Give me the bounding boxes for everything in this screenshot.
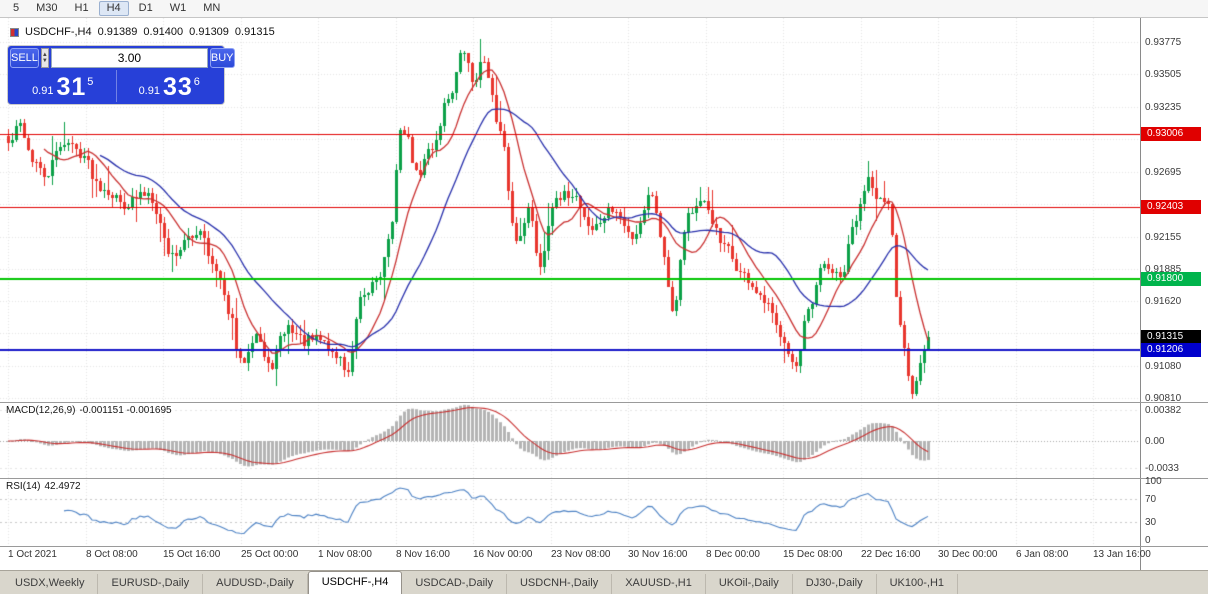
time-axis-label: 30 Nov 16:00 <box>628 549 688 560</box>
timeframe-toolbar: 5 M30 H1 H4 D1 W1 MN <box>0 0 1208 18</box>
ohlc-symbol: USDCHF-,H4 <box>25 26 92 38</box>
chart-tab-usdcad-daily[interactable]: USDCAD-,Daily <box>402 574 507 594</box>
chart-tab-audusd-daily[interactable]: AUDUSD-,Daily <box>203 574 308 594</box>
chart-tab-ukoil-daily[interactable]: UKOil-,Daily <box>706 574 793 594</box>
volume-stepper[interactable]: ▲ ▼ <box>40 48 49 68</box>
ohlc-open: 0.91389 <box>97 26 138 38</box>
sell-price-pip: 5 <box>87 76 94 88</box>
chart-tab-xauusd-h1[interactable]: XAUUSD-,H1 <box>612 574 706 594</box>
sell-button[interactable]: SELL <box>10 48 39 68</box>
rsi-axis-tick: 30 <box>1145 517 1157 529</box>
timeframe-button-d1[interactable]: D1 <box>138 2 153 14</box>
price-chart-canvas[interactable] <box>0 18 1140 546</box>
timeframe-button-h1[interactable]: H1 <box>74 2 89 14</box>
time-axis-label: 6 Jan 08:00 <box>1016 549 1069 560</box>
price-axis-tick: 0.91620 <box>1145 295 1182 307</box>
price-tag: 0.91206 <box>1141 343 1201 358</box>
macd-axis-tick: 0.00382 <box>1145 405 1182 416</box>
time-axis-label: 30 Dec 00:00 <box>938 549 998 560</box>
time-axis-label: 25 Oct 00:00 <box>241 549 299 560</box>
price-axis-tick: 0.90810 <box>1145 393 1182 404</box>
rsi-axis-tick: 0 <box>1145 535 1151 546</box>
time-axis-label: 8 Dec 00:00 <box>706 549 760 560</box>
ohlc-close: 0.91315 <box>234 26 275 38</box>
rsi-value: 42.4972 <box>44 481 81 492</box>
rsi-indicator-label: RSI(14) 42.4972 <box>6 481 85 492</box>
time-axis-label: 1 Oct 2021 <box>8 549 57 560</box>
time-axis-label: 16 Nov 00:00 <box>473 549 533 560</box>
price-axis-tick: 0.93505 <box>1145 69 1182 81</box>
time-axis-label: 15 Dec 08:00 <box>783 549 843 560</box>
sell-price-prefix: 0.91 <box>32 85 54 97</box>
sell-price-big: 31 <box>56 73 87 101</box>
timeframe-button-m30[interactable]: M30 <box>36 2 58 14</box>
chart-tab-dj30-daily[interactable]: DJ30-,Daily <box>793 574 877 594</box>
time-axis-separator <box>0 546 1208 547</box>
macd-axis-tick: -0.0033 <box>1145 462 1179 474</box>
price-axis-border <box>1140 18 1141 570</box>
time-axis-label: 15 Oct 16:00 <box>163 549 221 560</box>
volume-up-icon[interactable]: ▲ <box>41 52 48 58</box>
macd-values: -0.001151 -0.001695 <box>79 405 172 416</box>
ohlc-info-line: USDCHF-,H4 0.91389 0.91400 0.91309 0.913… <box>10 26 275 38</box>
time-axis-label: 8 Oct 08:00 <box>86 549 138 560</box>
price-tag: 0.91800 <box>1141 272 1201 287</box>
macd-axis-tick: 0.00 <box>1145 436 1165 447</box>
time-axis-label: 13 Jan 16:00 <box>1093 549 1151 560</box>
price-tag: 0.93006 <box>1141 127 1201 142</box>
time-axis-label: 23 Nov 08:00 <box>551 549 611 560</box>
price-axis-tick: 0.91080 <box>1145 360 1182 372</box>
chart-window[interactable]: USDCHF-,H4 0.91389 0.91400 0.91309 0.913… <box>0 18 1208 570</box>
price-axis-tick: 0.92155 <box>1145 231 1182 243</box>
chart-tab-bar: USDX,Weekly EURUSD-,Daily AUDUSD-,Daily USD… <box>0 570 1208 594</box>
timeframe-button-w1[interactable]: W1 <box>169 2 187 14</box>
chart-tab-usdx-weekly[interactable]: USDX,Weekly <box>2 574 99 594</box>
chart-tab-uk100-h1[interactable]: UK100-,H1 <box>877 574 959 594</box>
buy-price-big: 33 <box>162 73 193 101</box>
volume-input[interactable] <box>50 48 208 68</box>
sell-price-display[interactable]: 0.91 31 5 <box>10 70 116 102</box>
macd-panel-separator[interactable] <box>0 402 1208 403</box>
volume-down-icon[interactable]: ▼ <box>41 58 48 64</box>
price-axis-tick: 0.91885 <box>1145 263 1182 275</box>
buy-price-prefix: 0.91 <box>138 85 160 97</box>
macd-title: MACD(12,26,9) <box>6 405 76 416</box>
chart-symbol-icon <box>10 27 19 37</box>
chart-tab-usdcnh-daily[interactable]: USDCNH-,Daily <box>507 574 613 594</box>
timeframe-button-mn[interactable]: MN <box>203 2 221 14</box>
macd-indicator-label: MACD(12,26,9) -0.001151 -0.001695 <box>6 405 176 416</box>
price-axis-tick: 0.93775 <box>1145 37 1182 48</box>
rsi-axis-tick: 70 <box>1145 493 1157 505</box>
rsi-axis-tick: 100 <box>1145 476 1162 487</box>
one-click-trading-panel: SELL ▲ ▼ BUY 0.91 31 5 0.91 33 6 <box>8 46 235 104</box>
ohlc-low: 0.91309 <box>189 26 229 38</box>
price-tag: 0.92403 <box>1141 199 1201 214</box>
price-tag: 0.91315 <box>1141 330 1201 345</box>
timeframe-button-5[interactable]: 5 <box>13 2 20 14</box>
price-axis-tick: 0.93235 <box>1145 101 1182 113</box>
time-axis-label: 8 Nov 16:00 <box>396 549 450 560</box>
price-axis-tick: 0.92695 <box>1145 166 1182 178</box>
chart-tab-eurusd-daily[interactable]: EURUSD-,Daily <box>98 574 204 594</box>
buy-button[interactable]: BUY <box>209 48 235 68</box>
rsi-title: RSI(14) <box>6 481 41 492</box>
timeframe-button-h4[interactable]: H4 <box>98 1 129 16</box>
time-axis-label: 1 Nov 08:00 <box>318 549 372 560</box>
ohlc-high: 0.91400 <box>143 26 184 38</box>
chart-tab-usdchf-h4[interactable]: USDCHF-,H4 <box>307 571 403 594</box>
rsi-panel-separator[interactable] <box>0 478 1208 479</box>
time-axis-label: 22 Dec 16:00 <box>861 549 921 560</box>
buy-price-display[interactable]: 0.91 33 6 <box>115 70 223 102</box>
buy-price-pip: 6 <box>193 76 200 88</box>
